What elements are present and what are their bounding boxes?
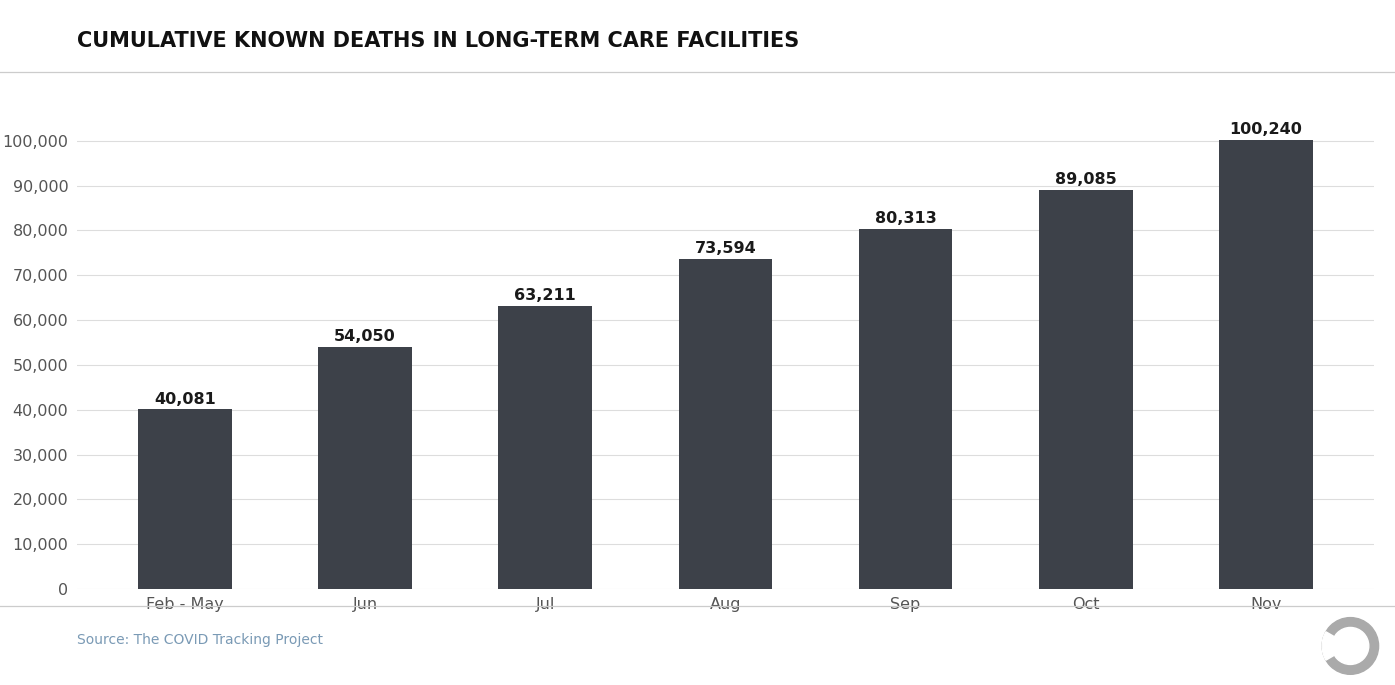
Text: 73,594: 73,594 xyxy=(695,241,756,256)
Text: 63,211: 63,211 xyxy=(515,288,576,303)
Text: CUMULATIVE KNOWN DEATHS IN LONG-TERM CARE FACILITIES: CUMULATIVE KNOWN DEATHS IN LONG-TERM CAR… xyxy=(77,31,799,51)
Text: 89,085: 89,085 xyxy=(1055,172,1116,187)
Text: 100,240: 100,240 xyxy=(1229,122,1303,137)
Text: Source: The COVID Tracking Project: Source: The COVID Tracking Project xyxy=(77,634,322,647)
Circle shape xyxy=(1322,618,1378,674)
Bar xyxy=(859,229,953,589)
Wedge shape xyxy=(1322,632,1350,660)
Bar xyxy=(318,347,412,589)
Bar xyxy=(678,259,773,589)
Bar xyxy=(498,306,591,589)
Bar xyxy=(1219,140,1313,589)
Circle shape xyxy=(1332,627,1368,664)
Text: 54,050: 54,050 xyxy=(335,329,396,344)
Text: 80,313: 80,313 xyxy=(875,211,936,226)
Bar xyxy=(138,410,232,589)
Bar xyxy=(1039,190,1133,589)
Text: 40,081: 40,081 xyxy=(153,392,216,407)
